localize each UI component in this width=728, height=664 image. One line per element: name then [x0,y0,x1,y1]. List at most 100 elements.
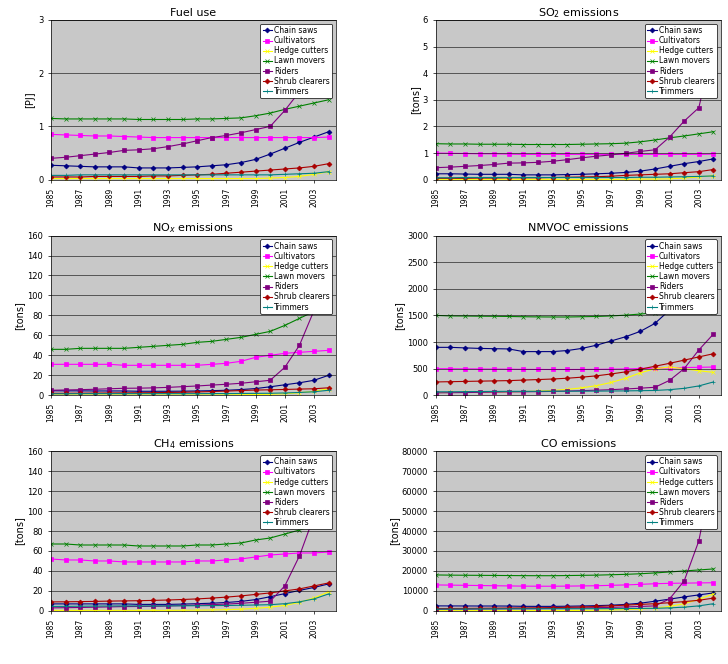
Hedge cutters [651,175,660,183]
Lawn movers [207,115,216,123]
Chain saws [592,602,601,610]
Trimmers [432,388,440,396]
Hedge cutters [207,175,216,183]
Shrub clearers [76,389,84,397]
Trimmers [295,598,304,606]
Chain saws [47,600,55,608]
Line: Hedge cutters: Hedge cutters [434,174,715,181]
Shrub clearers [105,389,114,397]
Lawn movers [622,570,630,578]
Chain saws [164,164,173,172]
Shrub clearers [222,387,231,395]
Trimmers [266,389,274,397]
Hedge cutters [134,175,143,183]
Chain saws [695,591,703,599]
Chain saws [505,602,513,610]
Line: Cultivators: Cultivators [50,349,331,367]
Riders [606,386,615,394]
Riders [134,146,143,154]
Cultivators [665,364,674,372]
Hedge cutters [534,387,542,395]
Trimmers [475,388,484,396]
Line: Trimmers: Trimmers [50,388,331,396]
Chain saws [164,387,173,395]
Shrub clearers [251,167,260,175]
Hedge cutters [309,387,318,395]
Lawn movers [651,136,660,144]
Riders [295,341,304,349]
Chain saws [475,345,484,353]
Chain saws [193,600,202,608]
Trimmers [709,172,718,180]
Cultivators [237,357,245,365]
Riders [519,159,528,167]
Chain saws [61,162,70,170]
Riders [592,152,601,160]
Chain saws [119,600,128,608]
Hedge cutters [295,173,304,181]
Line: Chain saws: Chain saws [434,157,715,177]
Trimmers [47,390,55,398]
Cultivators [606,365,615,373]
Shrub clearers [207,171,216,179]
Riders [119,146,128,154]
Chain saws [622,169,630,177]
Trimmers [178,171,187,179]
Riders [222,600,231,608]
Cultivators [222,359,231,367]
Trimmers [134,390,143,398]
Shrub clearers [695,596,703,604]
Cultivators [519,582,528,590]
Shrub clearers [134,597,143,605]
Cultivators [134,361,143,369]
Shrub clearers [606,172,615,180]
Hedge cutters [709,172,718,180]
Riders [193,382,202,390]
Chain saws [651,319,660,327]
Cultivators [490,582,499,590]
Lawn movers [324,298,333,306]
Cultivators [251,553,260,561]
Cultivators [636,150,645,158]
Hedge cutters [105,175,114,183]
Hedge cutters [222,391,231,399]
Trimmers [622,173,630,181]
Shrub clearers [324,579,333,587]
Lawn movers [47,114,55,122]
Chain saws [76,162,84,170]
Chain saws [134,387,143,395]
Line: Shrub clearers: Shrub clearers [434,596,715,610]
Hedge cutters [432,388,440,396]
Riders [534,388,542,396]
Trimmers [505,173,513,181]
Legend: Chain saws, Cultivators, Hedge cutters, Lawn movers, Riders, Shrub clearers, Tri: Chain saws, Cultivators, Hedge cutters, … [261,455,332,529]
Lawn movers [222,540,231,548]
Trimmers [695,382,703,390]
Trimmers [164,602,173,610]
Trimmers [680,603,689,611]
Hedge cutters [237,391,245,399]
Chain saws [563,602,571,610]
Riders [178,140,187,148]
Lawn movers [651,569,660,577]
Lawn movers [324,96,333,104]
Chain saws [324,127,333,135]
Hedge cutters [222,606,231,614]
Riders [105,149,114,157]
Cultivators [709,363,718,371]
Shrub clearers [592,602,601,610]
Riders [178,602,187,610]
Trimmers [324,386,333,394]
Chain saws [519,171,528,179]
Lawn movers [432,571,440,579]
Shrub clearers [475,174,484,182]
Trimmers [266,171,274,179]
Riders [665,595,674,603]
Cultivators [193,557,202,565]
Chain saws [119,387,128,395]
Trimmers [222,171,231,179]
Line: Shrub clearers: Shrub clearers [434,352,715,384]
Chain saws [606,601,615,609]
Riders [61,386,70,394]
Cultivators [309,549,318,557]
